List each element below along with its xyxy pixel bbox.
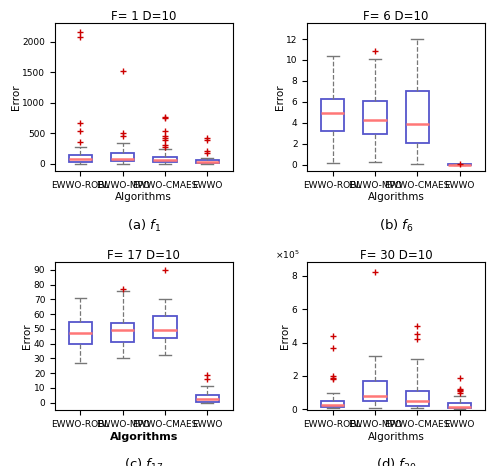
Text: (a) $f_1$: (a) $f_1$	[126, 218, 161, 234]
PathPatch shape	[196, 160, 219, 163]
Title: F= 30 D=10: F= 30 D=10	[360, 249, 432, 262]
X-axis label: Algorithms: Algorithms	[116, 192, 172, 202]
Y-axis label: Error: Error	[274, 84, 284, 110]
PathPatch shape	[111, 323, 134, 342]
PathPatch shape	[154, 157, 176, 162]
PathPatch shape	[321, 401, 344, 407]
PathPatch shape	[406, 391, 429, 406]
X-axis label: Algorithms: Algorithms	[368, 432, 424, 442]
Text: (d) $f_{30}$: (d) $f_{30}$	[376, 457, 416, 466]
PathPatch shape	[111, 153, 134, 162]
Y-axis label: Error: Error	[22, 323, 32, 349]
Text: $\times 10^5$: $\times 10^5$	[276, 248, 300, 261]
PathPatch shape	[68, 322, 92, 343]
PathPatch shape	[364, 101, 386, 134]
Text: (b) $f_6$: (b) $f_6$	[378, 218, 414, 234]
PathPatch shape	[68, 155, 92, 162]
Y-axis label: Error: Error	[11, 84, 21, 110]
Y-axis label: Error: Error	[280, 323, 290, 349]
PathPatch shape	[406, 91, 429, 143]
X-axis label: Algorithms: Algorithms	[368, 192, 424, 202]
PathPatch shape	[448, 404, 471, 408]
Title: F= 17 D=10: F= 17 D=10	[108, 249, 180, 262]
Text: (c) $f_{17}$: (c) $f_{17}$	[124, 457, 164, 466]
X-axis label: Algorithms: Algorithms	[110, 432, 178, 442]
PathPatch shape	[321, 99, 344, 131]
PathPatch shape	[364, 381, 386, 401]
PathPatch shape	[154, 315, 176, 338]
Title: F= 1 D=10: F= 1 D=10	[111, 10, 176, 23]
Title: F= 6 D=10: F= 6 D=10	[364, 10, 429, 23]
PathPatch shape	[196, 395, 219, 402]
